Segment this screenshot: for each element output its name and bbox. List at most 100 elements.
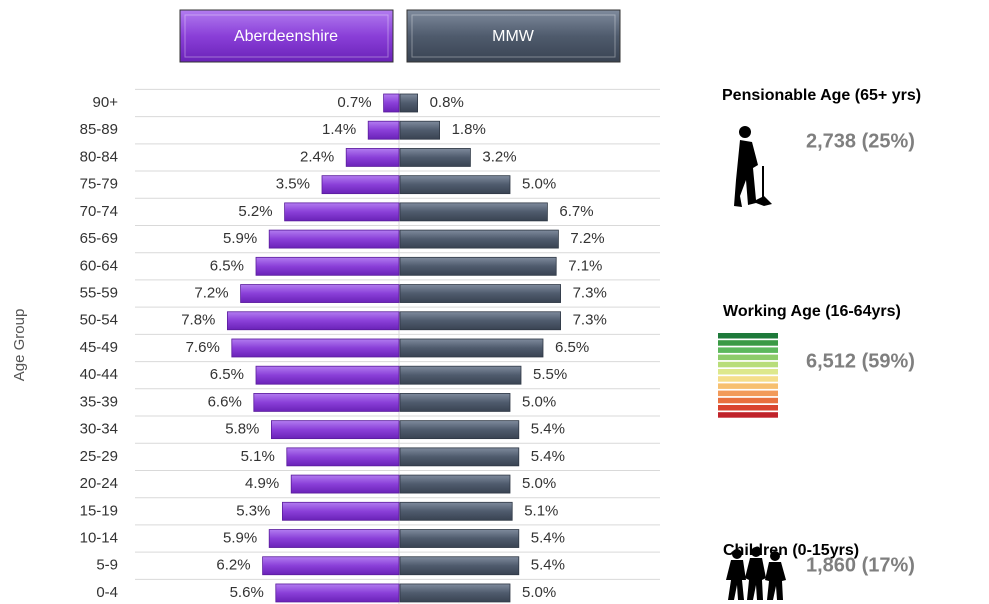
traffic-light-bars (718, 333, 778, 418)
bar (399, 93, 419, 113)
stripe (718, 390, 778, 397)
y-tick-label: 0-4 (96, 584, 118, 601)
value-label: 7.8% (181, 312, 215, 329)
bar (268, 229, 400, 249)
bar (399, 284, 562, 303)
value-label: 5.5% (533, 366, 567, 383)
y-tick-label: 35-39 (80, 393, 118, 410)
y-tick-label: 50-54 (80, 312, 118, 329)
value-label: 5.4% (531, 448, 565, 465)
bar (231, 338, 400, 358)
y-tick-label: 60-64 (80, 257, 118, 274)
value-label: 2.4% (300, 148, 334, 165)
value-label: 5.6% (230, 584, 264, 601)
bar (399, 202, 548, 222)
value-label: 6.2% (216, 557, 250, 574)
value-label: 1.8% (452, 121, 486, 138)
y-tick-label: 5-9 (96, 557, 118, 574)
panel-value: 1,860 (17%) (806, 554, 915, 576)
value-label: 0.7% (337, 94, 371, 111)
value-label: 5.4% (531, 557, 565, 574)
y-tick-label: 65-69 (80, 230, 118, 247)
y-tick-label: 15-19 (80, 502, 118, 519)
bar (286, 447, 400, 467)
bar (268, 529, 400, 548)
stripe (718, 383, 778, 389)
legend-label: Aberdeenshire (234, 28, 338, 45)
bar (255, 365, 400, 385)
value-label: 5.0% (522, 475, 556, 492)
value-label: 5.8% (225, 421, 259, 438)
value-label: 6.5% (210, 257, 244, 274)
value-label: 7.1% (568, 257, 602, 274)
value-label: 7.3% (573, 312, 607, 329)
stripe (718, 369, 778, 375)
bar (270, 420, 400, 440)
value-label: 5.2% (238, 203, 272, 220)
value-label: 6.7% (559, 203, 593, 220)
y-tick-label: 75-79 (80, 176, 118, 193)
panel-value: 2,738 (25%) (806, 130, 915, 152)
y-tick-label: 25-29 (80, 448, 118, 465)
value-label: 7.2% (570, 230, 604, 247)
stripe (718, 361, 778, 368)
value-label: 5.3% (236, 502, 270, 519)
stripe (718, 340, 778, 346)
bar (253, 393, 400, 412)
bar (290, 474, 400, 494)
value-label: 6.5% (210, 366, 244, 383)
value-label: 5.0% (522, 176, 556, 193)
legend-box (179, 9, 394, 63)
y-tick-label: 90+ (93, 94, 119, 111)
legend-bevel (184, 14, 389, 58)
bar (399, 474, 511, 494)
panel-title: Children (0-15yrs) (723, 542, 859, 559)
bar (399, 447, 520, 467)
y-tick-label: 40-44 (80, 366, 118, 383)
bar (399, 311, 562, 331)
value-label: 1.4% (322, 121, 356, 138)
bar (284, 202, 400, 222)
value-label: 0.8% (430, 94, 464, 111)
bar (275, 583, 400, 603)
value-label: 5.9% (223, 529, 257, 546)
panel-title: Pensionable Age (65+ yrs) (722, 87, 921, 104)
panel-title: Working Age (16-64yrs) (723, 303, 901, 320)
y-tick-label: 30-34 (80, 421, 118, 438)
value-label: 7.3% (573, 285, 607, 302)
value-label: 5.4% (531, 529, 565, 546)
stripe (718, 354, 778, 361)
bar (226, 311, 400, 331)
bar (383, 93, 400, 113)
value-label: 7.2% (194, 285, 228, 302)
stripe (718, 397, 778, 404)
value-label: 5.4% (531, 421, 565, 438)
bar (240, 284, 400, 303)
value-label: 6.5% (555, 339, 589, 356)
bar (399, 501, 513, 521)
bar (399, 338, 544, 358)
y-tick-label: 55-59 (80, 285, 118, 302)
bar (262, 556, 400, 576)
panel-value: 6,512 (59%) (806, 350, 915, 372)
stripe (718, 405, 778, 411)
bar (345, 148, 400, 167)
bar (321, 175, 400, 195)
bar (281, 501, 400, 521)
bar (399, 420, 520, 440)
bar (399, 556, 520, 576)
value-label: 3.2% (482, 148, 516, 165)
value-label: 5.9% (223, 230, 257, 247)
y-tick-label: 45-49 (80, 339, 118, 356)
children-icon (726, 547, 786, 600)
value-label: 4.9% (245, 475, 279, 492)
pensioner-icon (734, 126, 772, 207)
y-tick-label: 70-74 (80, 203, 118, 220)
value-label: 5.0% (522, 393, 556, 410)
stripe (718, 376, 778, 382)
stripe (718, 333, 778, 339)
bar (399, 529, 520, 548)
value-label: 3.5% (276, 176, 310, 193)
y-tick-label: 10-14 (80, 529, 118, 546)
bar (399, 256, 557, 276)
